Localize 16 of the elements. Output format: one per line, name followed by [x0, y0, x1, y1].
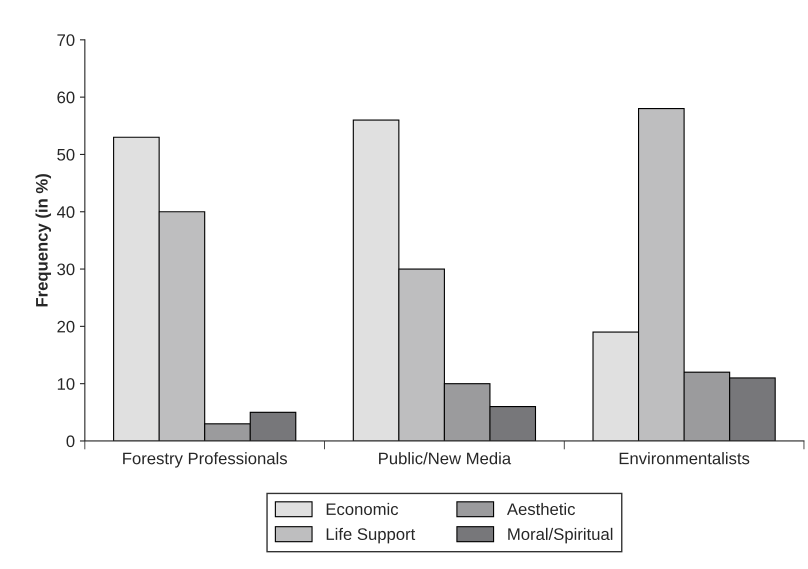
- y-tick-label: 60: [57, 92, 74, 104]
- y-tick-label: 20: [57, 320, 74, 333]
- y-tick-label: 30: [57, 263, 74, 276]
- x-tick-label: Forestry Professionals: [123, 452, 287, 468]
- y-axis-title: Frequency (in %): [35, 174, 52, 306]
- legend-label: Life Support: [326, 528, 416, 544]
- y-tick-label: 70: [57, 34, 74, 46]
- y-tick-label: 50: [57, 148, 74, 161]
- legend-label: Aesthetic: [506, 502, 576, 516]
- x-tick-label: Environmentalists: [620, 452, 750, 464]
- legend-label: Economic: [326, 502, 398, 516]
- legend-label: Moral/Spiritual: [508, 528, 612, 544]
- y-tick-label: 40: [56, 206, 74, 218]
- x-tick-label: Public/New Media: [379, 452, 512, 464]
- y-tick-label: 0: [66, 435, 74, 448]
- y-tick-label: 10: [58, 378, 74, 390]
